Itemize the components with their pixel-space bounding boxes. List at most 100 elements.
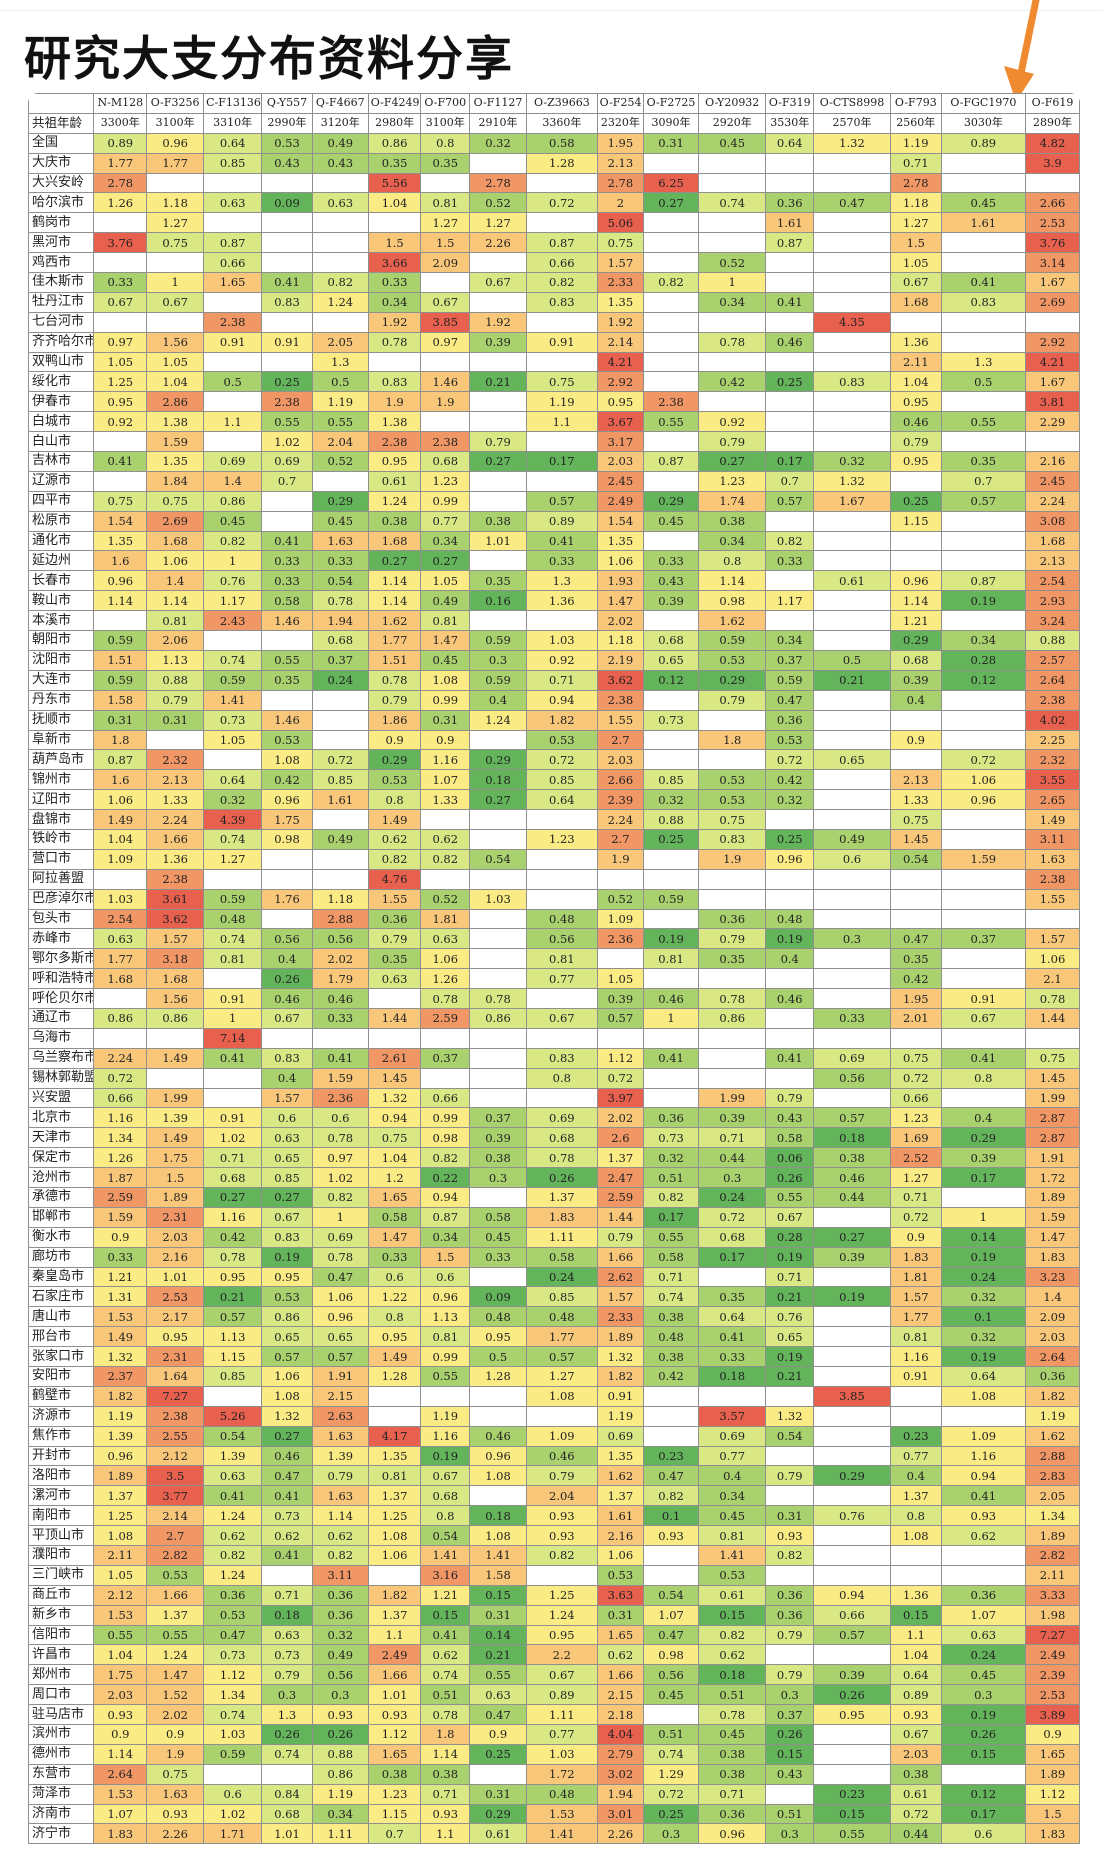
value-cell [765, 431, 814, 453]
value-cell [596, 948, 645, 970]
value-cell: 0.63 [469, 1684, 527, 1706]
value-cell: 0.53 [367, 769, 422, 791]
table-row: 乌兰察布市 2.24 1.49 0.41 0.83 0.41 2.61 0.37 0.83 1.1… [28, 1047, 1080, 1069]
value-cell: 0.77 [889, 1445, 942, 1467]
value-cell: 0.46 [765, 331, 814, 353]
value-cell: 0.7 [940, 470, 1027, 492]
value-cell: 0.86 [261, 1306, 313, 1328]
value-cell: 1.23 [525, 828, 598, 850]
value-cell: 0.32 [812, 451, 891, 472]
value-cell: 1.14 [367, 570, 422, 592]
value-cell: 0.42 [889, 968, 942, 990]
value-cell: 0.79 [596, 1226, 645, 1248]
value-cell: 0.86 [697, 1007, 767, 1029]
value-cell: 0.55 [420, 1366, 471, 1387]
table-row: 通辽市 0.86 0.86 1 0.67 0.33 1.44 2.59 0.86 0.67 0.57… [28, 1007, 1080, 1029]
city-name-cell: 濮阳市 [28, 1545, 95, 1566]
value-cell: 0.73 [643, 709, 699, 731]
value-cell: 1.01 [469, 530, 527, 552]
value-cell: 2.26 [146, 1823, 205, 1845]
header-cell: O-F619 [1025, 93, 1080, 114]
value-cell: 0.96 [93, 570, 148, 592]
value-cell [765, 351, 814, 373]
value-cell [469, 351, 527, 373]
value-cell: 0.71 [420, 1783, 471, 1805]
value-cell: 0.98 [261, 828, 313, 850]
value-cell: 0.82 [311, 1545, 369, 1566]
value-cell: 0.82 [765, 530, 814, 552]
value-cell [889, 888, 942, 910]
value-cell: 0.45 [643, 510, 699, 532]
value-cell: 0.73 [203, 1644, 263, 1666]
header-cell: N-M128 [93, 93, 148, 114]
value-cell: 1.19 [311, 1783, 369, 1805]
value-cell: 0.47 [812, 192, 891, 214]
value-cell: 1.44 [1025, 1007, 1080, 1029]
haplogroup-header-row: N-M128 O-F3256 C-F13136 Q-Y557 Q-F4667 O-F424… [28, 93, 1080, 114]
value-cell [765, 610, 814, 632]
value-cell: 0.82 [643, 1485, 699, 1507]
value-cell: 0.89 [889, 1684, 942, 1706]
value-cell: 0.72 [93, 1067, 148, 1089]
header-cell: O-F4249 [367, 93, 422, 114]
value-cell [643, 212, 699, 234]
value-cell: 0.82 [203, 1545, 263, 1566]
value-cell: 0.41 [261, 1485, 313, 1507]
city-name-cell: 盘锦市 [28, 809, 95, 830]
value-cell: 1.5 [367, 232, 422, 254]
value-cell: 2.47 [596, 1167, 645, 1188]
value-cell: 0.94 [420, 1186, 471, 1208]
value-cell: 1.22 [367, 1286, 422, 1308]
city-name-cell: 包头市 [28, 908, 95, 930]
value-cell [1025, 311, 1080, 333]
value-cell: 0.74 [203, 1704, 263, 1726]
value-cell: 2.02 [596, 1107, 645, 1129]
value-cell: 1.72 [1025, 1167, 1080, 1188]
value-cell: 1.77 [93, 152, 148, 174]
value-cell [420, 1067, 471, 1089]
value-cell [203, 1087, 263, 1109]
value-cell: 1.5 [889, 232, 942, 254]
table-row: 锦州市 1.6 2.13 0.64 0.42 0.85 0.53 1.07 0.18 0.85 2.… [28, 769, 1080, 791]
table-row: 乌海市 7.14 [28, 1027, 1080, 1049]
city-name-cell: 邢台市 [28, 1326, 95, 1348]
value-cell: 2.49 [1025, 1644, 1080, 1666]
value-cell: 0.96 [93, 1445, 148, 1467]
city-name-cell: 驻马店市 [28, 1704, 95, 1726]
value-cell: 0.41 [940, 1047, 1027, 1069]
value-cell: 0.79 [367, 928, 422, 950]
value-cell: 2.69 [146, 510, 205, 532]
value-cell: 1.77 [889, 1306, 942, 1328]
value-cell: 0.86 [469, 1007, 527, 1029]
table-row: 通化市 1.35 1.68 0.82 0.41 1.63 1.68 0.34 1.01 0.41 1… [28, 530, 1080, 552]
value-cell: 0.25 [889, 490, 942, 512]
value-cell: 1.08 [261, 1385, 313, 1407]
value-cell: 0.55 [940, 411, 1027, 433]
value-cell: 2 [596, 192, 645, 214]
value-cell: 3.97 [596, 1087, 645, 1109]
value-cell: 0.72 [889, 1803, 942, 1825]
value-cell: 1.94 [596, 1783, 645, 1805]
value-cell: 0.78 [367, 669, 422, 691]
value-cell: 1.14 [889, 590, 942, 612]
value-cell: 1.63 [146, 1783, 205, 1805]
value-cell: 1.53 [525, 1803, 598, 1825]
table-row: 辽源市 1.84 1.4 0.7 0.61 1.23 2.45 1.23 0.7 1.32 0.7 2… [28, 470, 1080, 492]
value-cell [697, 968, 767, 990]
value-cell: 1.14 [697, 570, 767, 592]
value-cell: 1.25 [93, 371, 148, 393]
value-cell: 1.6 [93, 769, 148, 791]
value-cell: 0.95 [203, 1266, 263, 1288]
value-cell: 1.37 [93, 1485, 148, 1507]
value-cell: 1.67 [1025, 272, 1080, 293]
header-cell: O-F319 [765, 93, 814, 114]
value-cell: 0.14 [469, 1624, 527, 1646]
value-cell: 0.67 [420, 1465, 471, 1487]
value-cell: 0.46 [261, 988, 313, 1009]
city-name-cell: 南阳市 [28, 1505, 95, 1527]
value-cell: 1.06 [367, 1545, 422, 1566]
table-row: 白山市 1.59 1.02 2.04 2.38 2.38 0.79 3.17 0.79 0.79 [28, 431, 1080, 453]
value-cell: 1.16 [889, 1346, 942, 1367]
value-cell: 2.26 [596, 1823, 645, 1845]
header-cell: O-Z39663 [525, 93, 598, 114]
